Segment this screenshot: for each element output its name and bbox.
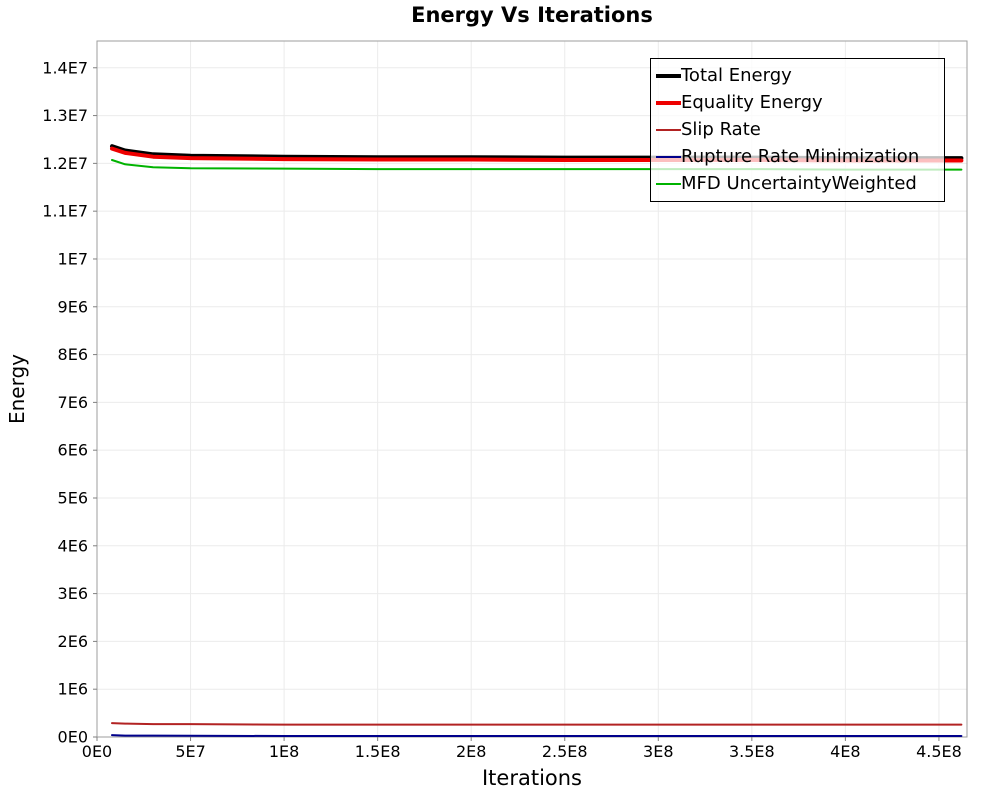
x-tick-label: 3E8 [643, 742, 673, 761]
y-tick-label: 8E6 [58, 345, 88, 364]
legend-item-slip-rate: Slip Rate [656, 118, 942, 140]
legend-item-rupture-rate-minimization: Rupture Rate Minimization [656, 148, 942, 166]
legend-label: Total Energy [681, 64, 792, 86]
x-tick-label: 2.5E8 [542, 742, 588, 761]
y-tick-label: 1.2E7 [42, 154, 88, 173]
legend-swatch-slip-rate [656, 128, 681, 131]
y-tick-label: 1.3E7 [42, 106, 88, 125]
y-tick-label: 7E6 [58, 393, 88, 412]
x-tick-label: 0E0 [82, 742, 112, 761]
x-tick-label: 4E8 [830, 742, 860, 761]
legend: Total Energy Equality Energy Slip Rate Rupt… [650, 58, 945, 202]
x-axis-label: Iterations [481, 766, 583, 790]
y-tick-label: 1.1E7 [42, 202, 88, 221]
legend-item-equality-energy: Equality Energy [656, 91, 942, 113]
series-line-rupture-rate-minimization [111, 734, 963, 737]
legend-swatch-rupture-rate-minimization [656, 156, 681, 159]
legend-label: Equality Energy [681, 91, 823, 113]
y-tick-label: 9E6 [58, 297, 88, 316]
series-line-slip-rate [111, 722, 963, 726]
legend-swatch-total-energy [656, 73, 681, 78]
legend-item-mfd-uncertaintyweighted: MFD UncertaintyWeighted [656, 175, 942, 193]
x-tick-label: 2E8 [456, 742, 486, 761]
y-tick-label: 0E0 [58, 728, 88, 747]
chart-title: Energy Vs Iterations [411, 3, 653, 27]
legend-label: MFD UncertaintyWeighted [681, 173, 917, 195]
legend-item-total-energy: Total Energy [656, 64, 942, 86]
y-tick-label: 5E6 [58, 488, 88, 507]
x-tick-label: 3.5E8 [729, 742, 775, 761]
legend-swatch-equality-energy [656, 100, 681, 105]
y-tick-label: 4E6 [58, 536, 88, 555]
x-tick-label: 4.5E8 [916, 742, 962, 761]
x-tick-label: 5E7 [175, 742, 205, 761]
y-tick-label: 1E6 [58, 680, 88, 699]
y-tick-label: 1.4E7 [42, 58, 88, 77]
y-tick-label: 1E7 [58, 249, 88, 268]
x-tick-label: 1E8 [269, 742, 299, 761]
legend-label: Rupture Rate Minimization [681, 146, 920, 168]
y-tick-label: 2E6 [58, 632, 88, 651]
y-tick-label: 6E6 [58, 441, 88, 460]
x-tick-label: 1.5E8 [355, 742, 401, 761]
legend-label: Slip Rate [681, 118, 761, 140]
legend-swatch-mfd-uncertaintyweighted [656, 183, 681, 186]
y-tick-label: 3E6 [58, 584, 88, 603]
